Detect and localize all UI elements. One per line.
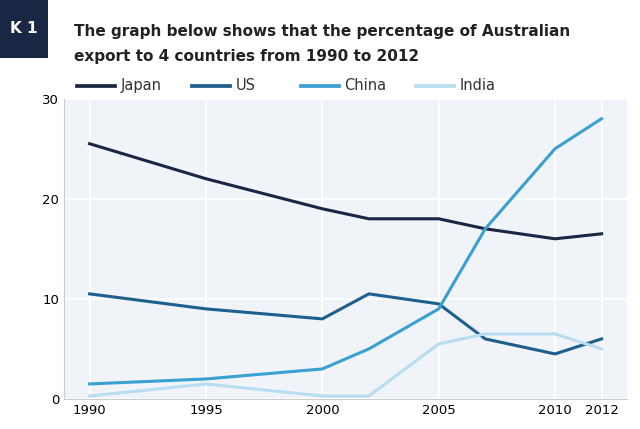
Text: US: US — [236, 79, 255, 93]
Text: export to 4 countries from 1990 to 2012: export to 4 countries from 1990 to 2012 — [74, 49, 419, 64]
Text: The graph below shows that the percentage of Australian: The graph below shows that the percentag… — [74, 24, 570, 39]
Text: Japan: Japan — [120, 79, 161, 93]
Text: China: China — [344, 79, 387, 93]
Text: India: India — [460, 79, 495, 93]
Text: K 1: K 1 — [10, 21, 38, 36]
